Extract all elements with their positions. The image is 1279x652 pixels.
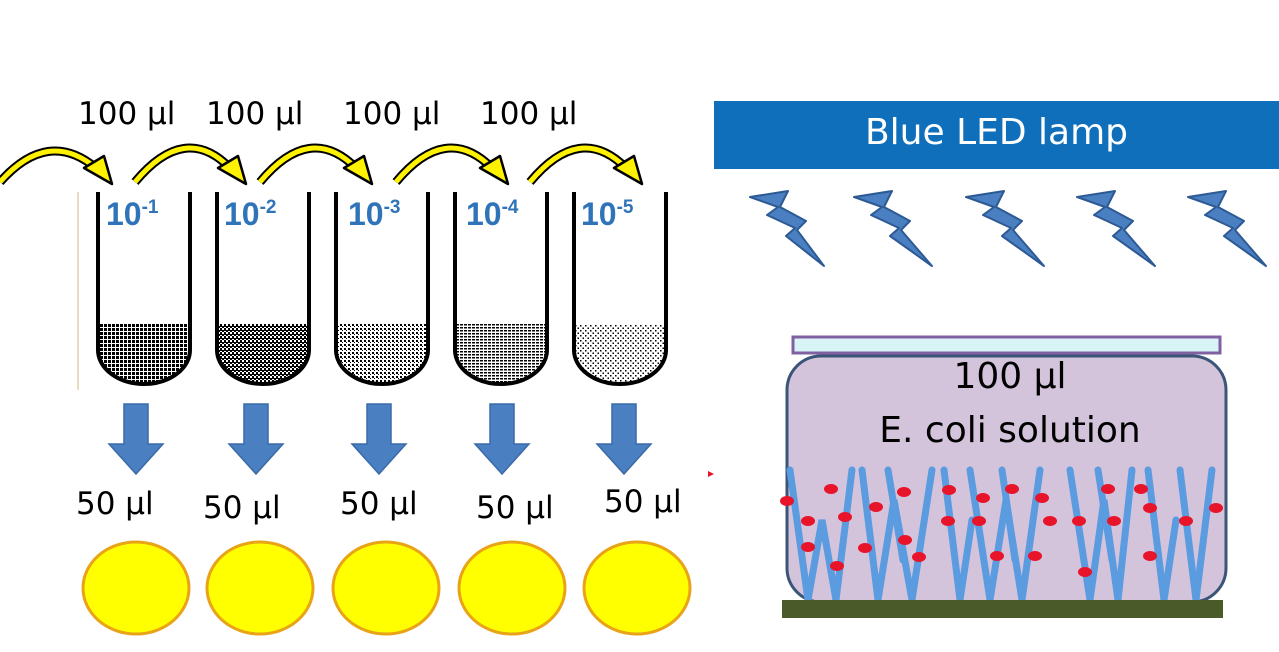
plated-volume-label: 50 µl [476, 490, 554, 526]
led-lamp-bar [714, 101, 1279, 169]
dilution-label: 10-1 [106, 196, 159, 232]
transfer-arrow-2 [131, 143, 248, 186]
transfer-volume-label: 100 µl [78, 96, 176, 132]
bolt-icon-4 [1076, 190, 1156, 267]
transfer-arrow-4 [392, 143, 510, 186]
transfer-volume-label: 100 µl [480, 96, 578, 132]
red-marker [708, 471, 714, 477]
light-bolts [749, 190, 1267, 267]
transfer-arrow-3 [256, 143, 374, 186]
well-base [782, 600, 1223, 618]
bolt-icon-3 [965, 190, 1045, 267]
plate-2 [205, 540, 315, 636]
transfer-volume-label: 100 µl [343, 96, 441, 132]
down-arrow-4 [473, 403, 531, 476]
bolt-icon-5 [1187, 190, 1267, 267]
dilution-label: 10-4 [466, 196, 519, 232]
tubes [96, 192, 668, 386]
plated-volume-label: 50 µl [76, 486, 154, 522]
plated-volume-label: 50 µl [203, 490, 281, 526]
plated-volume-label: 50 µl [604, 484, 682, 520]
bacteria [780, 484, 1223, 577]
transfer-arrow-5 [526, 143, 644, 186]
bolt-icon-1 [749, 190, 825, 267]
down-arrow-5 [595, 403, 653, 476]
plate-4 [457, 540, 567, 636]
plated-volume-label: 50 µl [340, 486, 418, 522]
bolt-icon-2 [853, 190, 933, 267]
plate-5 [582, 540, 692, 636]
plate-3 [331, 540, 441, 636]
plating-arrows [107, 403, 653, 476]
transfer-arrows [0, 143, 644, 186]
fiber-mesh [786, 466, 1216, 601]
dilution-label: 10-3 [348, 196, 401, 232]
tube-3 [334, 192, 430, 386]
tube-5 [572, 192, 668, 386]
down-arrow-3 [350, 403, 408, 476]
plate-1 [81, 540, 191, 636]
dilution-label: 10-2 [224, 196, 277, 232]
plates [81, 540, 692, 636]
down-arrow-1 [107, 403, 165, 476]
led-lamp-label: Blue LED lamp [864, 112, 1129, 153]
tube-4 [453, 192, 549, 386]
dilution-label: 10-5 [581, 196, 634, 232]
well-content-label: E. coli solution [879, 410, 1141, 451]
down-arrow-2 [227, 403, 285, 476]
tube-2 [215, 192, 311, 386]
transfer-arrow-1 [0, 146, 114, 186]
well-volume-label: 100 µl [953, 356, 1067, 397]
transfer-volume-label: 100 µl [206, 96, 304, 132]
well-lid [791, 335, 1222, 355]
tube-1 [96, 192, 192, 386]
